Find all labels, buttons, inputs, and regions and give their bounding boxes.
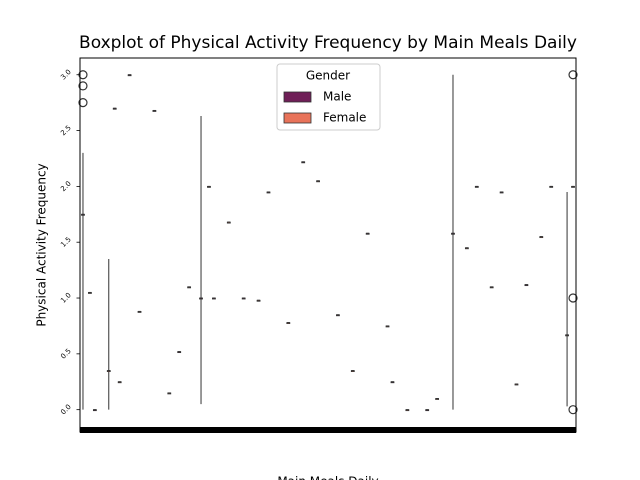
dense-x-ticks: [80, 427, 576, 433]
flier: [78, 81, 88, 91]
y-tick-label: 1.0: [59, 291, 73, 305]
legend-swatch: [283, 91, 312, 103]
legend-label: Male: [323, 90, 351, 104]
y-tick-label: 2.5: [59, 124, 73, 138]
legend-title: Gender: [306, 69, 350, 83]
y-tick-label: 3.0: [59, 68, 73, 82]
x-axis-label: Main Meals Daily: [277, 475, 378, 480]
flier: [568, 293, 578, 303]
legend-label: Female: [323, 111, 366, 125]
legend-swatch: [283, 112, 312, 124]
y-tick-label: 1.5: [59, 235, 73, 249]
flier: [568, 70, 578, 80]
chart-title: Boxplot of Physical Activity Frequency b…: [79, 33, 577, 53]
plot-area: [78, 70, 578, 415]
y-tick-label: 0.0: [59, 403, 73, 417]
y-tick-label: 0.5: [59, 347, 73, 361]
plot-frame: [79, 57, 577, 433]
y-tick-label: 2.0: [59, 180, 73, 194]
y-axis-label: Physical Activity Frequency: [35, 163, 49, 326]
legend: Gender Male Female: [276, 63, 381, 131]
flier: [78, 98, 88, 108]
flier: [568, 405, 578, 415]
